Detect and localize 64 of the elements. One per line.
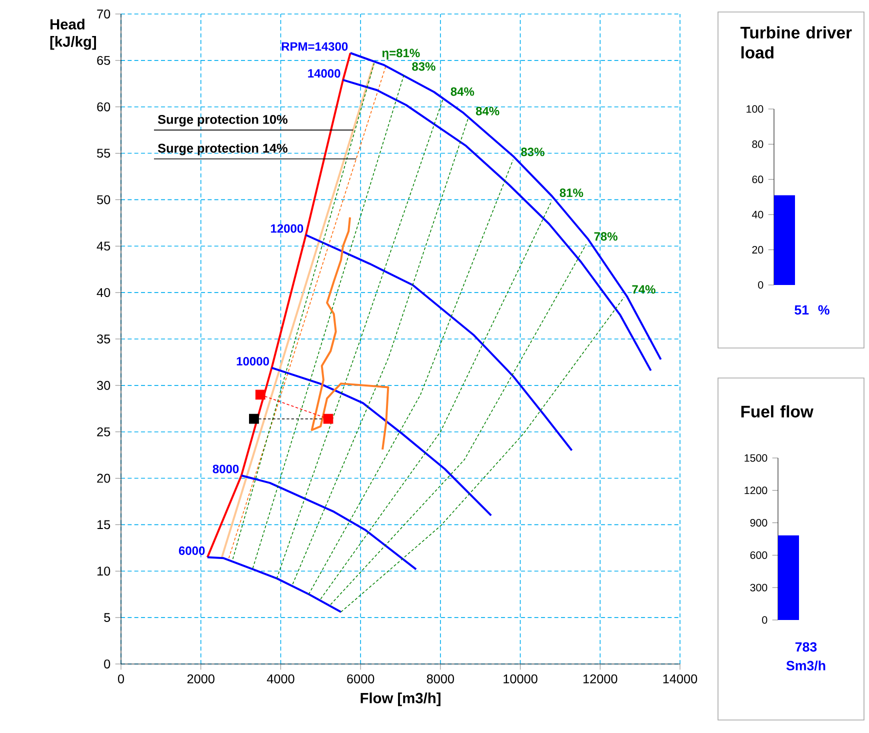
- y-tick-label: 15: [97, 520, 110, 530]
- line-series: [240, 474, 418, 570]
- y-tick-label: 70: [97, 10, 110, 18]
- y-axis-title: Head [kJ/kg]: [50, 18, 96, 50]
- y-tick-label: 1500: [744, 454, 768, 462]
- x-tick-label: 12000: [583, 674, 618, 684]
- x-tick-label: 8000: [426, 674, 454, 684]
- annotation: Surge protection 10%: [158, 114, 288, 126]
- y-tick-label: 45: [96, 242, 110, 251]
- series-label: 84%: [450, 87, 474, 96]
- y-tick-label: 0: [762, 616, 768, 624]
- series-label: 8000: [212, 464, 239, 474]
- y-tick-label: 1200: [744, 486, 768, 494]
- y-tick-label: 5: [104, 613, 110, 622]
- y-tick-label: 40: [96, 288, 110, 298]
- x-tick-label: 0: [118, 674, 124, 684]
- x-tick-label: 14000: [663, 674, 698, 684]
- y-tick-label: 55: [97, 148, 110, 158]
- data-label: 783: [795, 642, 817, 652]
- y-tick-label: 65: [97, 56, 110, 65]
- y-tick-label: 40: [752, 210, 764, 218]
- y-tick-label: 10: [97, 566, 110, 576]
- x-tick-label: 10000: [504, 674, 538, 684]
- x-tick-label: 6000: [347, 674, 374, 684]
- y-tick-label: 20: [97, 474, 110, 483]
- series-label: 81%: [560, 188, 584, 198]
- series-label: 6000: [178, 546, 205, 555]
- y-tick-label: 30: [96, 380, 110, 390]
- series-label: 78%: [594, 232, 618, 241]
- chart-title: Fuel flow: [741, 405, 814, 418]
- y-tick-label: 20: [752, 246, 764, 254]
- series-label: 10000: [236, 357, 269, 366]
- y-tick-label: 50: [97, 195, 110, 204]
- y-tick-label: 35: [96, 334, 110, 344]
- y-tick-label: 900: [750, 519, 768, 527]
- line-series: [304, 234, 573, 452]
- line-series: [270, 366, 492, 516]
- y-tick-label: 80: [752, 140, 764, 148]
- line-series: [310, 216, 390, 450]
- x-tick-label: 4000: [266, 674, 294, 684]
- x-tick-label: 2000: [187, 674, 214, 684]
- series-label: 84%: [476, 106, 500, 116]
- annotation: Surge protection 14%: [158, 143, 288, 156]
- series-label: 12000: [270, 224, 304, 233]
- y-tick-label: 0: [104, 660, 110, 668]
- y-tick-label: 60: [97, 102, 110, 112]
- line-series: [340, 296, 624, 612]
- y-tick-label: 0: [758, 281, 764, 289]
- y-tick-label: 60: [752, 176, 764, 184]
- text: %: [818, 305, 830, 315]
- chart-title: Turbine driver load: [740, 26, 852, 59]
- text: Sm3/h: [786, 660, 826, 670]
- series-label: η=81%: [382, 48, 420, 60]
- series-label: 74%: [632, 285, 656, 294]
- line-series: [206, 556, 342, 613]
- series-label: 83%: [412, 62, 436, 71]
- y-tick-label: 300: [750, 584, 768, 592]
- series-label: 14000: [308, 69, 340, 78]
- y-tick-label: 25: [97, 427, 110, 436]
- y-tick-label: 600: [750, 551, 768, 559]
- y-tick-label: 100: [746, 105, 764, 113]
- series-label: RPM=14300: [282, 42, 348, 51]
- data-label: 51: [794, 305, 809, 315]
- x-axis-title: Flow [m3/h]: [360, 692, 440, 706]
